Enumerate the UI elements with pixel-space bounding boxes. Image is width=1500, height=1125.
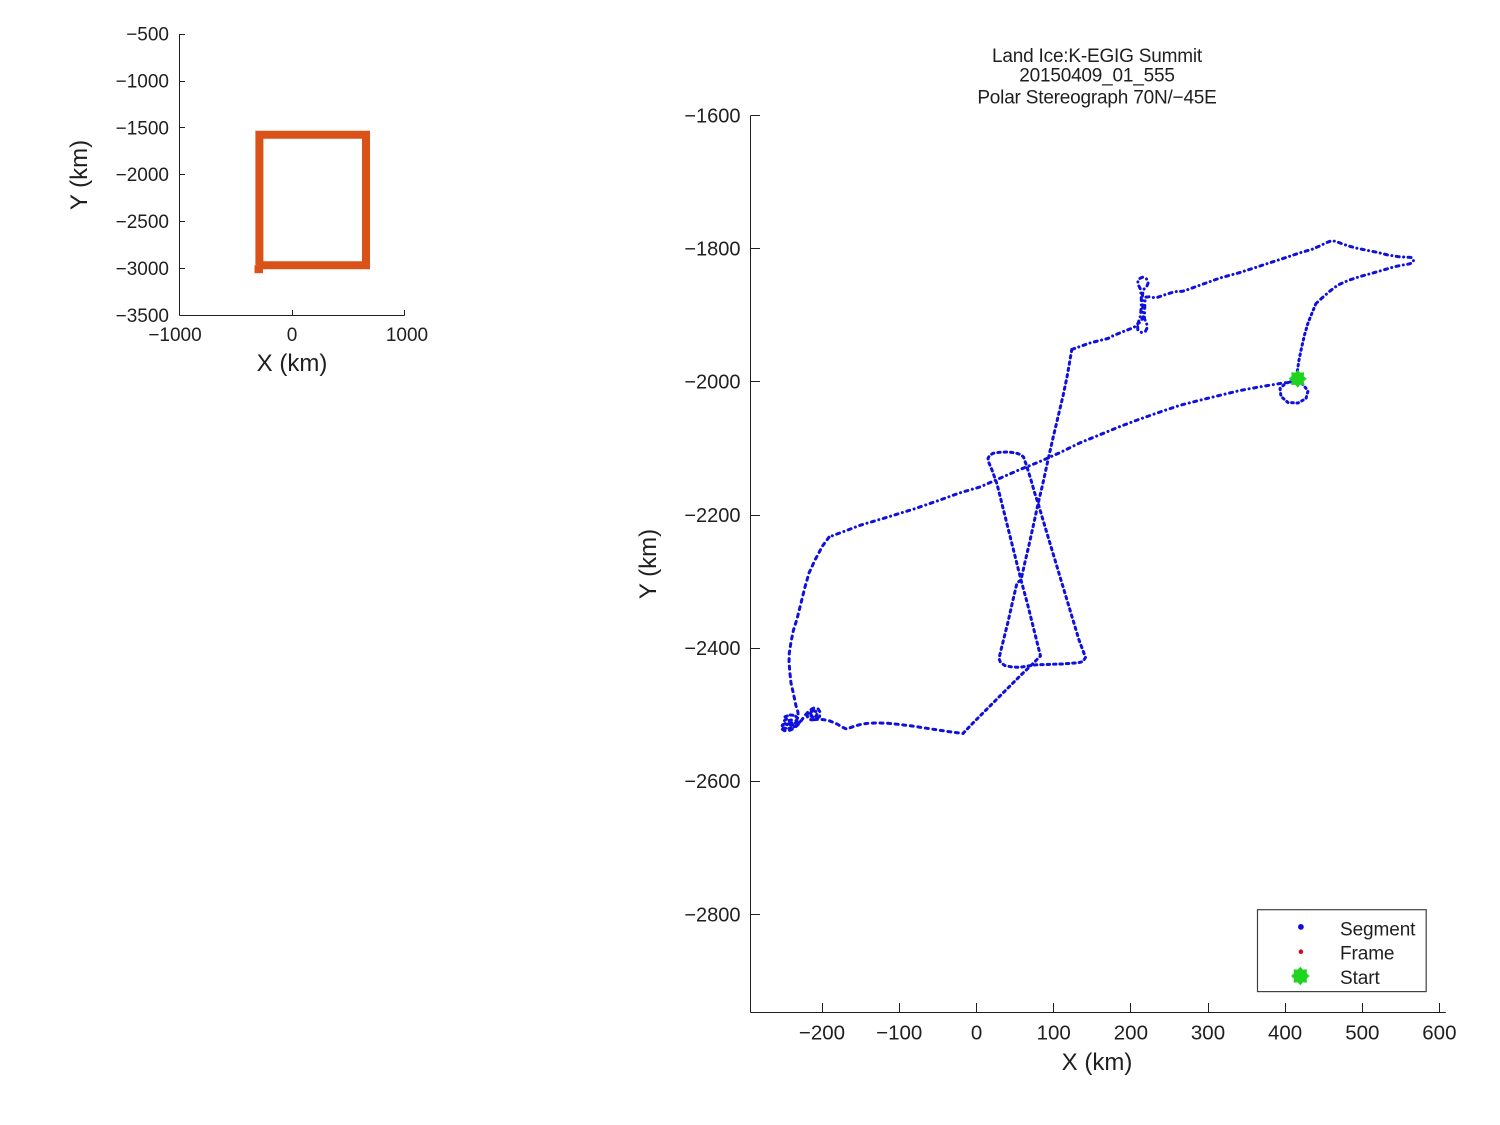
- svg-text:400: 400: [1268, 1022, 1302, 1045]
- svg-text:Start: Start: [1340, 968, 1380, 989]
- svg-text:−2800: −2800: [684, 904, 740, 926]
- svg-text:−2000: −2000: [116, 165, 169, 186]
- svg-text:X (km): X (km): [257, 350, 328, 377]
- svg-text:500: 500: [1345, 1022, 1379, 1045]
- svg-text:300: 300: [1191, 1022, 1225, 1045]
- svg-text:−2200: −2200: [684, 505, 740, 527]
- svg-text:−3500: −3500: [116, 306, 169, 327]
- svg-text:−1000: −1000: [148, 325, 201, 346]
- svg-text:−200: −200: [799, 1022, 845, 1045]
- svg-text:Segment: Segment: [1340, 919, 1416, 940]
- svg-text:−1800: −1800: [684, 239, 740, 261]
- svg-text:−500: −500: [126, 25, 169, 46]
- svg-text:100: 100: [1037, 1022, 1071, 1045]
- svg-text:−1500: −1500: [116, 118, 169, 139]
- svg-text:−2000: −2000: [684, 372, 740, 394]
- svg-text:0: 0: [971, 1022, 982, 1045]
- svg-text:−1000: −1000: [116, 71, 169, 92]
- svg-text:600: 600: [1422, 1022, 1456, 1045]
- svg-text:X (km): X (km): [1062, 1049, 1133, 1076]
- svg-text:−3000: −3000: [116, 259, 169, 280]
- svg-text:−2600: −2600: [684, 771, 740, 793]
- svg-text:Frame: Frame: [1340, 944, 1394, 965]
- svg-text:−2400: −2400: [684, 638, 740, 660]
- svg-text:Y (km): Y (km): [66, 140, 93, 210]
- svg-text:−2500: −2500: [116, 212, 169, 233]
- svg-text:20150409_01_555: 20150409_01_555: [1019, 66, 1175, 87]
- svg-text:200: 200: [1114, 1022, 1148, 1045]
- svg-text:Polar Stereograph 70N/−45E: Polar Stereograph 70N/−45E: [977, 87, 1216, 108]
- svg-text:Y (km): Y (km): [635, 529, 662, 599]
- svg-text:−100: −100: [876, 1022, 922, 1045]
- svg-text:Land Ice:K-EGIG Summit: Land Ice:K-EGIG Summit: [992, 46, 1203, 67]
- svg-text:−1600: −1600: [684, 105, 740, 127]
- svg-text:0: 0: [287, 325, 298, 346]
- svg-text:1000: 1000: [386, 325, 428, 346]
